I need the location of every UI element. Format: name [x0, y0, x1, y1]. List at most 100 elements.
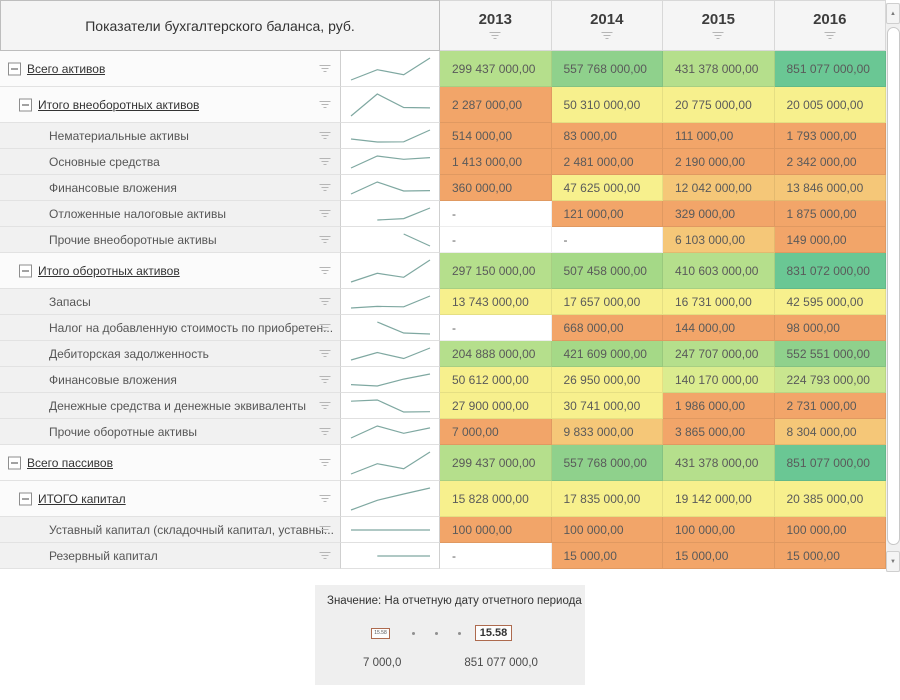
row-label: Финансовые вложения [49, 372, 177, 387]
table-header-row: Показатели бухгалтерского баланса, руб. … [0, 0, 886, 51]
year-header-2014: 2014 [551, 0, 663, 51]
scrollbar-thumb[interactable] [886, 27, 900, 545]
scroll-up-button[interactable]: ▲ [886, 3, 900, 24]
row-label: Основные средства [49, 154, 160, 169]
sparkline-cell [341, 445, 440, 481]
row-filter-icon[interactable] [319, 494, 331, 504]
row-filter-icon[interactable] [319, 183, 331, 193]
row-filter-icon[interactable] [319, 209, 331, 219]
row-filter-icon[interactable] [319, 235, 331, 245]
value-cell-2015: 431 378 000,00 [663, 445, 775, 481]
row-label: Дебиторская задолженность [49, 346, 209, 361]
value-cell-2016: 552 551 000,00 [774, 341, 886, 367]
value-cell-2014: 30 741 000,00 [551, 393, 663, 419]
legend-min-handle[interactable]: 15.58 [371, 627, 390, 639]
row-label[interactable]: Итого внеоборотных активов [38, 97, 200, 112]
row-label[interactable]: Всего пассивов [27, 455, 113, 470]
value-cell-2015: 140 170 000,00 [663, 367, 775, 393]
value-cell-2015: 410 603 000,00 [663, 253, 775, 289]
row-filter-icon[interactable] [319, 427, 331, 437]
row-label[interactable]: Итого оборотных активов [38, 263, 180, 278]
row-label-cell: Итого оборотных активов [0, 253, 341, 289]
slider-dot [435, 631, 438, 635]
trend-sparkline [376, 554, 430, 557]
row-filter-icon[interactable] [319, 458, 331, 468]
row-label: Отложенные налоговые активы [49, 206, 226, 221]
row-filter-icon[interactable] [319, 525, 331, 535]
value-cell-2014: 17 835 000,00 [551, 481, 663, 517]
row-label[interactable]: ИТОГО капитал [38, 491, 126, 506]
value-cell-2013: 100 000,00 [440, 517, 552, 543]
table-row: Всего активов 299 437 000,00 557 768 000,0… [0, 51, 886, 87]
row-values: --6 103 000,00 149 000,00 [440, 227, 886, 253]
value-cell-2016: 2 342 000,00 [774, 149, 886, 175]
value-cell-2014: 100 000,00 [551, 517, 663, 543]
value-cell-2015: 3 865 000,00 [663, 419, 775, 445]
sparkline-cell [341, 289, 440, 315]
sparkline-cell [341, 393, 440, 419]
year-filter-icon[interactable] [712, 31, 724, 41]
row-filter-icon[interactable] [319, 131, 331, 141]
value-cell-2013: 7 000,00 [440, 419, 552, 445]
row-filter-icon[interactable] [319, 401, 331, 411]
value-cell-2013: 2 287 000,00 [440, 87, 552, 123]
row-label-cell: Нематериальные активы [0, 123, 341, 149]
row-values: 2 287 000,00 50 310 000,00 20 775 000,00 20… [440, 87, 886, 123]
trend-sparkline [350, 258, 430, 283]
value-cell-2015: 19 142 000,00 [663, 481, 775, 517]
year-label: 2015 [701, 10, 735, 28]
row-values: 299 437 000,00 557 768 000,00 431 378 000,… [440, 51, 886, 87]
legend-max-value: 851 077 000,0 [464, 657, 538, 669]
table-body: Всего активов 299 437 000,00 557 768 000,0… [0, 51, 886, 569]
collapse-expander-icon[interactable] [8, 62, 21, 75]
collapse-expander-icon[interactable] [19, 492, 32, 505]
trend-sparkline [350, 528, 430, 531]
row-filter-icon[interactable] [319, 266, 331, 276]
vertical-scrollbar[interactable]: ▲ ▼ [886, 3, 900, 572]
row-filter-icon[interactable] [319, 375, 331, 385]
year-header-2013: 2013 [440, 0, 552, 51]
row-label-cell: Итого внеоборотных активов [0, 87, 341, 123]
table-row: Налог на добавленную стоимость по приобр… [0, 315, 886, 341]
row-filter-icon[interactable] [319, 157, 331, 167]
table-row: Дебиторская задолженность 204 888 000,00 4… [0, 341, 886, 367]
scroll-down-button[interactable]: ▼ [886, 551, 900, 572]
value-cell-2016: 831 072 000,00 [774, 253, 886, 289]
table-row: Резервный капитал -15 000,00 15 000,00 15 0… [0, 543, 886, 569]
row-filter-icon[interactable] [319, 323, 331, 333]
row-filter-icon[interactable] [319, 100, 331, 110]
value-cell-2016: 2 731 000,00 [774, 393, 886, 419]
value-cell-2015: 6 103 000,00 [663, 227, 775, 253]
row-filter-icon[interactable] [319, 551, 331, 561]
value-cell-2013: 204 888 000,00 [440, 341, 552, 367]
row-label: Нематериальные активы [49, 128, 189, 143]
row-label: Уставный капитал (складочный капитал, ус… [49, 522, 334, 537]
year-header-2016: 2016 [774, 0, 886, 51]
value-cell-2013: 50 612 000,00 [440, 367, 552, 393]
legend-max-handle[interactable]: 15.58 [475, 625, 512, 641]
year-filter-icon[interactable] [601, 31, 613, 41]
row-filter-icon[interactable] [319, 349, 331, 359]
value-cell-2013: 297 150 000,00 [440, 253, 552, 289]
collapse-expander-icon[interactable] [8, 456, 21, 469]
row-filter-icon[interactable] [319, 297, 331, 307]
value-cell-2014: 2 481 000,00 [551, 149, 663, 175]
value-cell-2016: 8 304 000,00 [774, 419, 886, 445]
value-cell-2014: 507 458 000,00 [551, 253, 663, 289]
value-cell-2016: 20 005 000,00 [774, 87, 886, 123]
sparkline-cell [341, 123, 440, 149]
year-filter-icon[interactable] [824, 31, 836, 41]
sparkline-cell [341, 201, 440, 227]
indicators-column-header: Показатели бухгалтерского баланса, руб. [0, 0, 440, 51]
year-filter-icon[interactable] [489, 31, 501, 41]
value-cell-2013: - [440, 543, 552, 569]
sparkline-cell [341, 253, 440, 289]
collapse-expander-icon[interactable] [19, 264, 32, 277]
value-cell-2015: 329 000,00 [663, 201, 775, 227]
collapse-expander-icon[interactable] [19, 98, 32, 111]
row-filter-icon[interactable] [319, 64, 331, 74]
value-cell-2014: 26 950 000,00 [551, 367, 663, 393]
value-cell-2016: 20 385 000,00 [774, 481, 886, 517]
row-label[interactable]: Всего активов [27, 61, 106, 76]
